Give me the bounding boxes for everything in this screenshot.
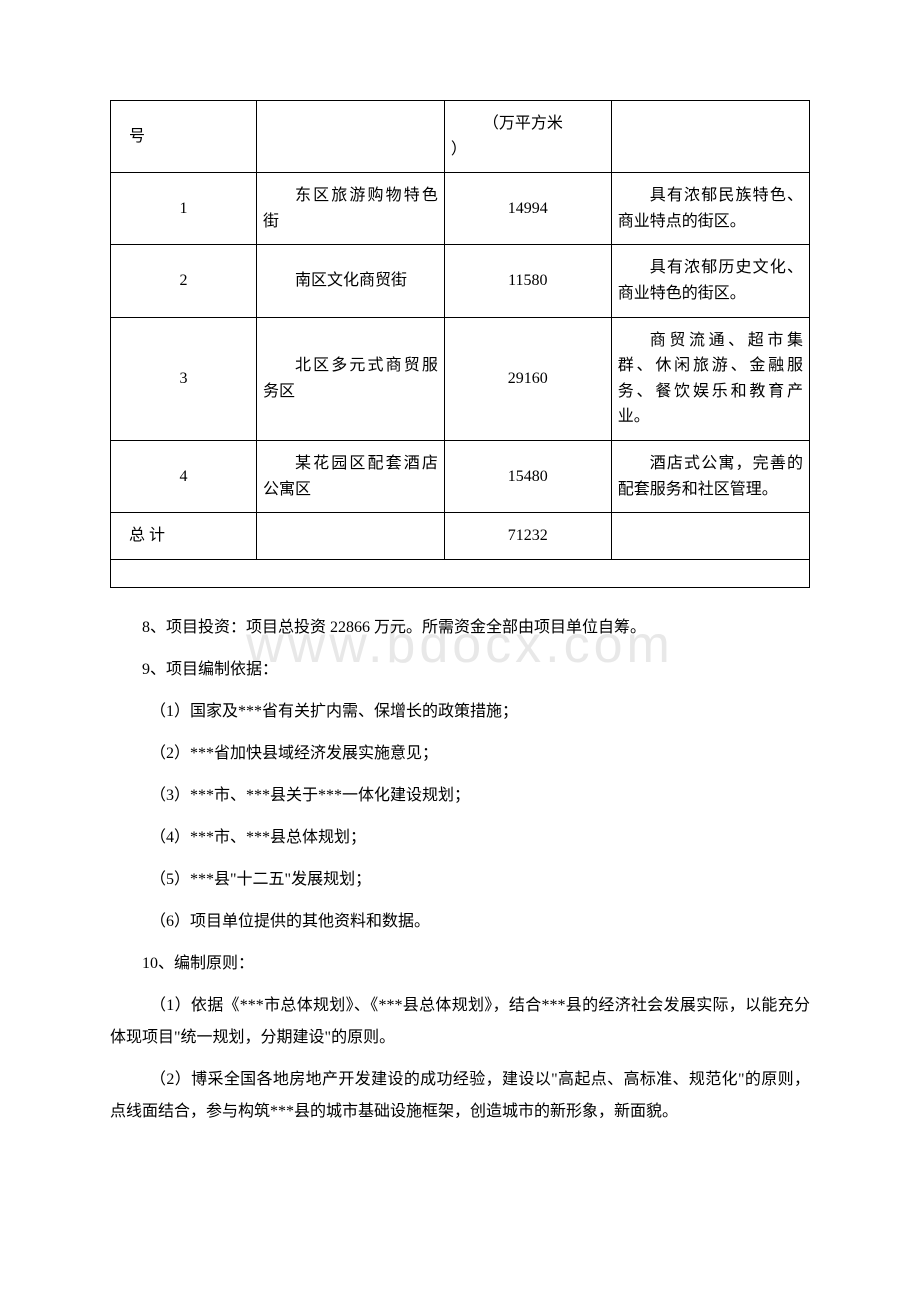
cell-name: 东区旅游购物特色街 <box>257 173 445 245</box>
paragraph-9-4: （4）***市、***县总体规划； <box>110 822 810 854</box>
paragraph-9-6: （6）项目单位提供的其他资料和数据。 <box>110 906 810 938</box>
cell-area: 29160 <box>444 317 611 440</box>
cell-num: 2 <box>111 245 257 317</box>
cell-area: 11580 <box>444 245 611 317</box>
cell-num: 4 <box>111 440 257 512</box>
paragraph-9-3: （3）***市、***县关于***一体化建设规划； <box>110 780 810 812</box>
document-content: 号 （万平方米 ） 1 东区旅游购物特色街 14994 具有浓郁民族特色、商业特… <box>110 100 810 1128</box>
cell-desc: 具有浓郁民族特色、商业特点的街区。 <box>611 173 809 245</box>
paragraph-10: 10、编制原则： <box>110 948 810 980</box>
header-area: （万平方米 ） <box>444 101 611 173</box>
table-row: 4 某花园区配套酒店公寓区 15480 酒店式公寓，完善的配套服务和社区管理。 <box>111 440 810 512</box>
paragraph-10-2: （2）博采全国各地房地产开发建设的成功经验，建设以"高起点、高标准、规范化"的原… <box>110 1064 810 1128</box>
table-row: 2 南区文化商贸街 11580 具有浓郁历史文化、商业特色的街区。 <box>111 245 810 317</box>
table-header-row: 号 （万平方米 ） <box>111 101 810 173</box>
cell-name: 某花园区配套酒店公寓区 <box>257 440 445 512</box>
project-table: 号 （万平方米 ） 1 东区旅游购物特色街 14994 具有浓郁民族特色、商业特… <box>110 100 810 588</box>
header-area-line1: （万平方米 <box>451 111 605 137</box>
table-row: 1 东区旅游购物特色街 14994 具有浓郁民族特色、商业特点的街区。 <box>111 173 810 245</box>
paragraph-8: 8、项目投资：项目总投资 22866 万元。所需资金全部由项目单位自筹。 <box>110 612 810 644</box>
header-name <box>257 101 445 173</box>
table-total-row: 总 计 71232 <box>111 513 810 560</box>
paragraph-10-1: （1）依据《***市总体规划》、《***县总体规划》，结合***县的经济社会发展… <box>110 990 810 1054</box>
total-value: 71232 <box>444 513 611 560</box>
cell-num: 3 <box>111 317 257 440</box>
cell-desc: 商贸流通、超市集群、休闲旅游、金融服务、餐饮娱乐和教育产业。 <box>611 317 809 440</box>
paragraph-9: 9、项目编制依据： <box>110 654 810 686</box>
paragraph-9-2: （2）***省加快县域经济发展实施意见； <box>110 738 810 770</box>
cell-num: 1 <box>111 173 257 245</box>
cell-name: 南区文化商贸街 <box>257 245 445 317</box>
cell-desc: 酒店式公寓，完善的配套服务和社区管理。 <box>611 440 809 512</box>
paragraph-9-5: （5）***县"十二五"发展规划； <box>110 864 810 896</box>
cell-area: 14994 <box>444 173 611 245</box>
total-empty-desc <box>611 513 809 560</box>
cell-desc: 具有浓郁历史文化、商业特色的街区。 <box>611 245 809 317</box>
table-empty-row <box>111 559 810 587</box>
header-desc <box>611 101 809 173</box>
header-area-line2: ） <box>451 141 467 158</box>
total-label: 总 计 <box>111 513 257 560</box>
total-empty <box>257 513 445 560</box>
empty-cell <box>111 559 810 587</box>
header-num: 号 <box>111 101 257 173</box>
paragraph-9-1: （1）国家及***省有关扩内需、保增长的政策措施； <box>110 696 810 728</box>
table-row: 3 北区多元式商贸服务区 29160 商贸流通、超市集群、休闲旅游、金融服务、餐… <box>111 317 810 440</box>
cell-name: 北区多元式商贸服务区 <box>257 317 445 440</box>
cell-area: 15480 <box>444 440 611 512</box>
